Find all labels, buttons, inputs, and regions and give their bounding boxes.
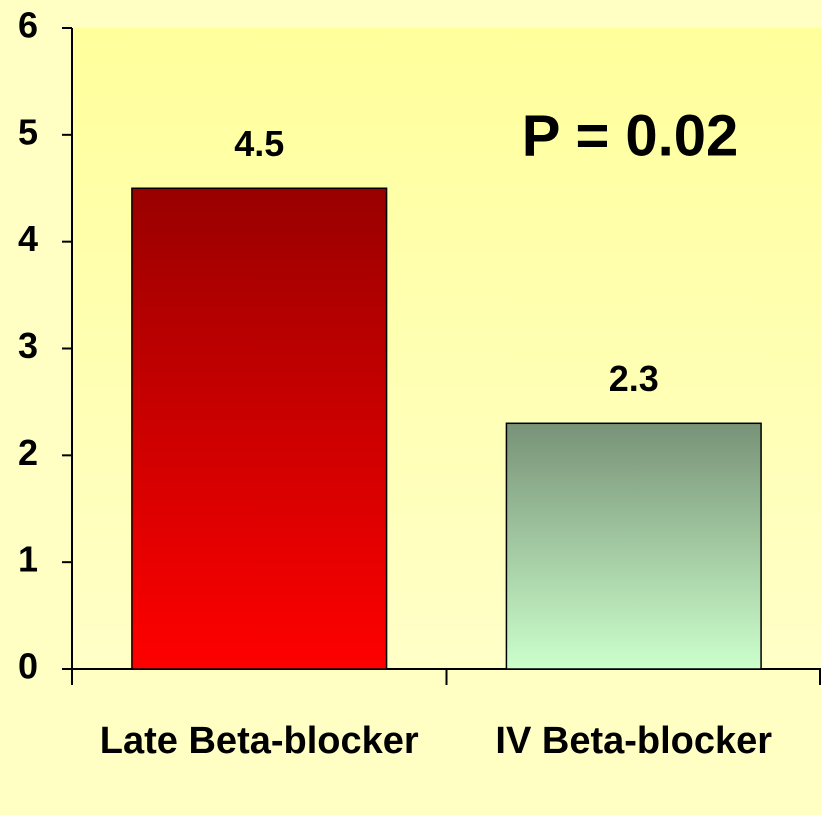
y-tick-label: 2 (18, 432, 38, 473)
x-tick-label: Late Beta-blocker (99, 720, 419, 762)
y-tick-label: 6 (18, 5, 38, 46)
bar (131, 187, 388, 670)
y-tick-label: 4 (18, 218, 38, 259)
x-tick-label: IV Beta-blocker (495, 720, 773, 762)
y-tick-label: 1 (18, 539, 38, 580)
bar (505, 422, 762, 670)
value-label: 4.5 (234, 123, 284, 164)
y-tick-label: 3 (18, 325, 38, 366)
value-label: 2.3 (609, 358, 659, 399)
y-tick-label: 5 (18, 111, 38, 152)
y-tick-label: 0 (18, 646, 38, 687)
p-value: P = 0.02 (522, 103, 739, 168)
